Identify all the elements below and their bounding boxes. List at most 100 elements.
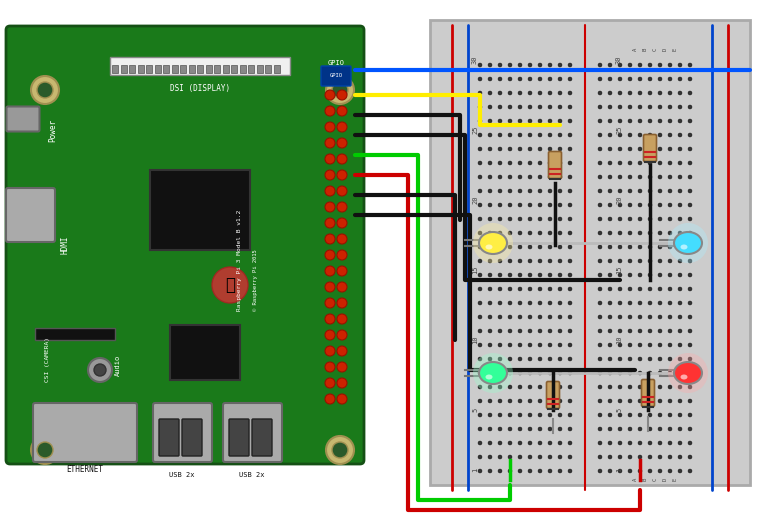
Circle shape <box>548 161 552 165</box>
Circle shape <box>498 315 502 319</box>
Circle shape <box>518 441 522 445</box>
Circle shape <box>668 77 672 81</box>
Circle shape <box>498 287 502 291</box>
Circle shape <box>548 63 552 67</box>
Circle shape <box>508 203 512 207</box>
Circle shape <box>538 91 542 95</box>
Circle shape <box>488 63 492 67</box>
Circle shape <box>37 82 53 98</box>
Circle shape <box>337 170 347 180</box>
Circle shape <box>618 91 622 95</box>
Circle shape <box>688 371 692 375</box>
Circle shape <box>558 329 562 333</box>
Circle shape <box>558 105 562 109</box>
Bar <box>222 65 229 73</box>
Circle shape <box>508 217 512 221</box>
Circle shape <box>488 203 492 207</box>
Circle shape <box>337 154 347 164</box>
Circle shape <box>518 217 522 221</box>
Circle shape <box>528 119 532 123</box>
Circle shape <box>678 91 682 95</box>
Circle shape <box>337 362 347 372</box>
Circle shape <box>337 218 347 228</box>
Circle shape <box>538 245 542 249</box>
Circle shape <box>518 63 522 67</box>
Circle shape <box>478 441 482 445</box>
Circle shape <box>488 175 492 179</box>
Bar <box>137 65 144 73</box>
Ellipse shape <box>485 374 492 380</box>
Circle shape <box>558 315 562 319</box>
Circle shape <box>528 287 532 291</box>
Circle shape <box>628 301 632 305</box>
Circle shape <box>337 122 347 132</box>
Circle shape <box>518 245 522 249</box>
Circle shape <box>488 287 492 291</box>
Circle shape <box>618 287 622 291</box>
Circle shape <box>688 385 692 389</box>
Circle shape <box>528 175 532 179</box>
Circle shape <box>568 385 572 389</box>
Bar <box>120 65 126 73</box>
Circle shape <box>498 217 502 221</box>
Circle shape <box>678 119 682 123</box>
Circle shape <box>337 138 347 148</box>
Bar <box>274 65 279 73</box>
Circle shape <box>638 399 642 403</box>
Circle shape <box>488 189 492 193</box>
Circle shape <box>678 357 682 361</box>
Circle shape <box>478 427 482 431</box>
Circle shape <box>618 469 622 473</box>
Circle shape <box>548 329 552 333</box>
Bar <box>430 20 750 485</box>
Circle shape <box>508 63 512 67</box>
Circle shape <box>668 301 672 305</box>
Circle shape <box>608 427 612 431</box>
Circle shape <box>508 399 512 403</box>
Circle shape <box>658 455 662 459</box>
Circle shape <box>608 203 612 207</box>
Circle shape <box>518 259 522 263</box>
Circle shape <box>337 282 347 292</box>
Circle shape <box>498 147 502 151</box>
Circle shape <box>498 161 502 165</box>
Circle shape <box>488 91 492 95</box>
Circle shape <box>337 234 347 244</box>
Circle shape <box>498 189 502 193</box>
Circle shape <box>618 329 622 333</box>
Text: USB 2x: USB 2x <box>169 472 195 478</box>
Circle shape <box>688 161 692 165</box>
Circle shape <box>658 329 662 333</box>
Circle shape <box>668 441 672 445</box>
Circle shape <box>568 301 572 305</box>
Circle shape <box>478 259 482 263</box>
FancyBboxPatch shape <box>159 419 179 456</box>
Circle shape <box>508 175 512 179</box>
Circle shape <box>598 161 602 165</box>
Circle shape <box>498 413 502 417</box>
Circle shape <box>608 329 612 333</box>
Circle shape <box>638 133 642 137</box>
Circle shape <box>598 105 602 109</box>
Circle shape <box>568 147 572 151</box>
Circle shape <box>618 175 622 179</box>
Circle shape <box>568 217 572 221</box>
Circle shape <box>648 399 652 403</box>
Circle shape <box>598 371 602 375</box>
Circle shape <box>332 442 348 458</box>
Bar <box>239 65 246 73</box>
Circle shape <box>688 231 692 235</box>
Text: Audio: Audio <box>115 354 121 375</box>
Circle shape <box>598 245 602 249</box>
Circle shape <box>538 133 542 137</box>
Circle shape <box>538 455 542 459</box>
Circle shape <box>508 161 512 165</box>
Circle shape <box>548 245 552 249</box>
FancyBboxPatch shape <box>153 403 212 462</box>
Circle shape <box>478 343 482 347</box>
Circle shape <box>638 315 642 319</box>
Circle shape <box>538 77 542 81</box>
Circle shape <box>658 105 662 109</box>
Circle shape <box>668 353 708 393</box>
Circle shape <box>618 357 622 361</box>
